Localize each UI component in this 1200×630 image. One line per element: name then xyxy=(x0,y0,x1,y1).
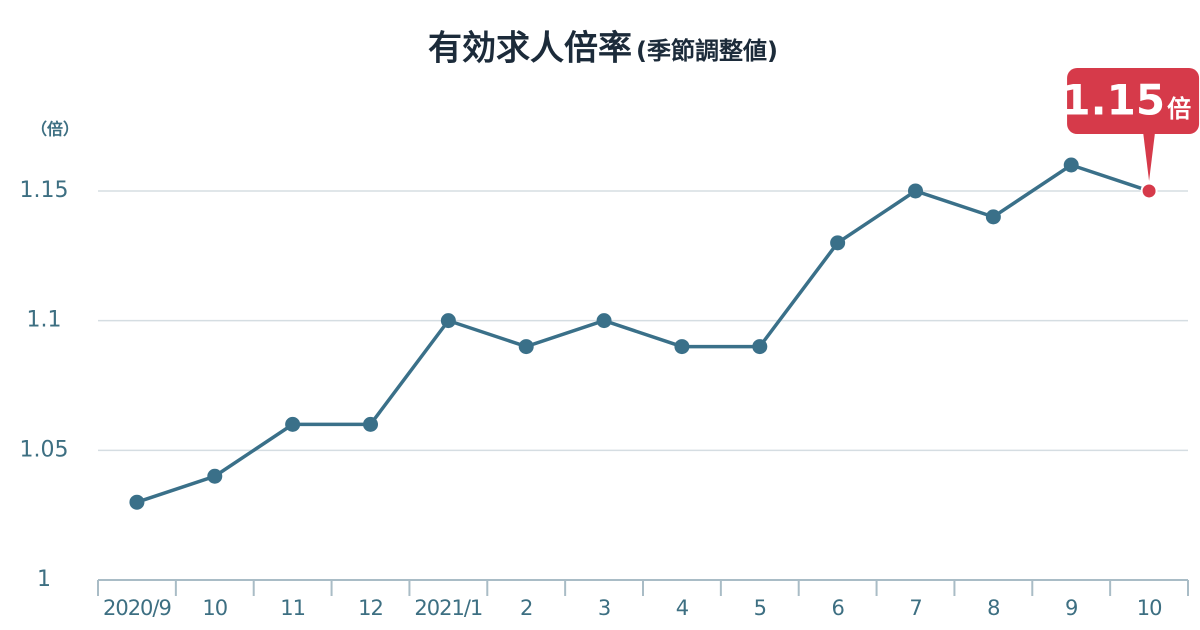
chart-subtitle: (季節調整値) xyxy=(636,37,778,65)
chart-title: 有効求人倍率 xyxy=(428,29,632,69)
data-point xyxy=(518,339,534,355)
data-point xyxy=(363,416,378,432)
data-point xyxy=(1140,182,1158,200)
x-tick-label: 5 xyxy=(754,596,766,620)
x-tick-label: 7 xyxy=(909,596,921,620)
callout-pointer xyxy=(1143,132,1156,181)
x-tick-label: 10 xyxy=(202,596,227,620)
callout-unit: 倍 xyxy=(1167,95,1191,123)
x-tick-label: 11 xyxy=(280,596,305,620)
x-tick-label: 12 xyxy=(358,596,383,620)
y-tick-label: 1 xyxy=(37,567,51,592)
y-tick-label: 1.1 xyxy=(27,308,62,333)
data-point xyxy=(596,313,612,329)
x-tick-label: 4 xyxy=(676,596,689,620)
callout-box xyxy=(1067,68,1200,134)
x-tick-label: 2 xyxy=(520,596,532,620)
data-point xyxy=(752,339,768,355)
series-line xyxy=(136,163,1150,504)
y-unit: （倍） xyxy=(31,120,79,139)
y-tick-label: 1.05 xyxy=(20,437,69,462)
data-point xyxy=(207,468,223,484)
x-tick-label: 2020/9 xyxy=(103,596,171,620)
data-point xyxy=(440,313,456,329)
data-point xyxy=(1063,157,1079,173)
callout-value: 1.15 xyxy=(1061,76,1165,125)
callout: 1.15 倍 xyxy=(1061,68,1200,181)
data-point xyxy=(674,339,690,355)
x-tick-label: 6 xyxy=(831,596,844,620)
x-tick-label: 8 xyxy=(987,596,999,620)
data-point xyxy=(129,494,145,510)
x-tick-label: 9 xyxy=(1065,596,1077,620)
data-point xyxy=(985,209,1001,225)
data-point xyxy=(908,183,923,199)
data-point xyxy=(285,416,301,432)
y-tick-label: 1.15 xyxy=(20,178,69,203)
data-point xyxy=(830,235,846,251)
x-tick-label: 2021/1 xyxy=(414,596,482,620)
x-tick-label: 3 xyxy=(598,596,610,620)
x-tick-label: 10 xyxy=(1137,596,1162,620)
